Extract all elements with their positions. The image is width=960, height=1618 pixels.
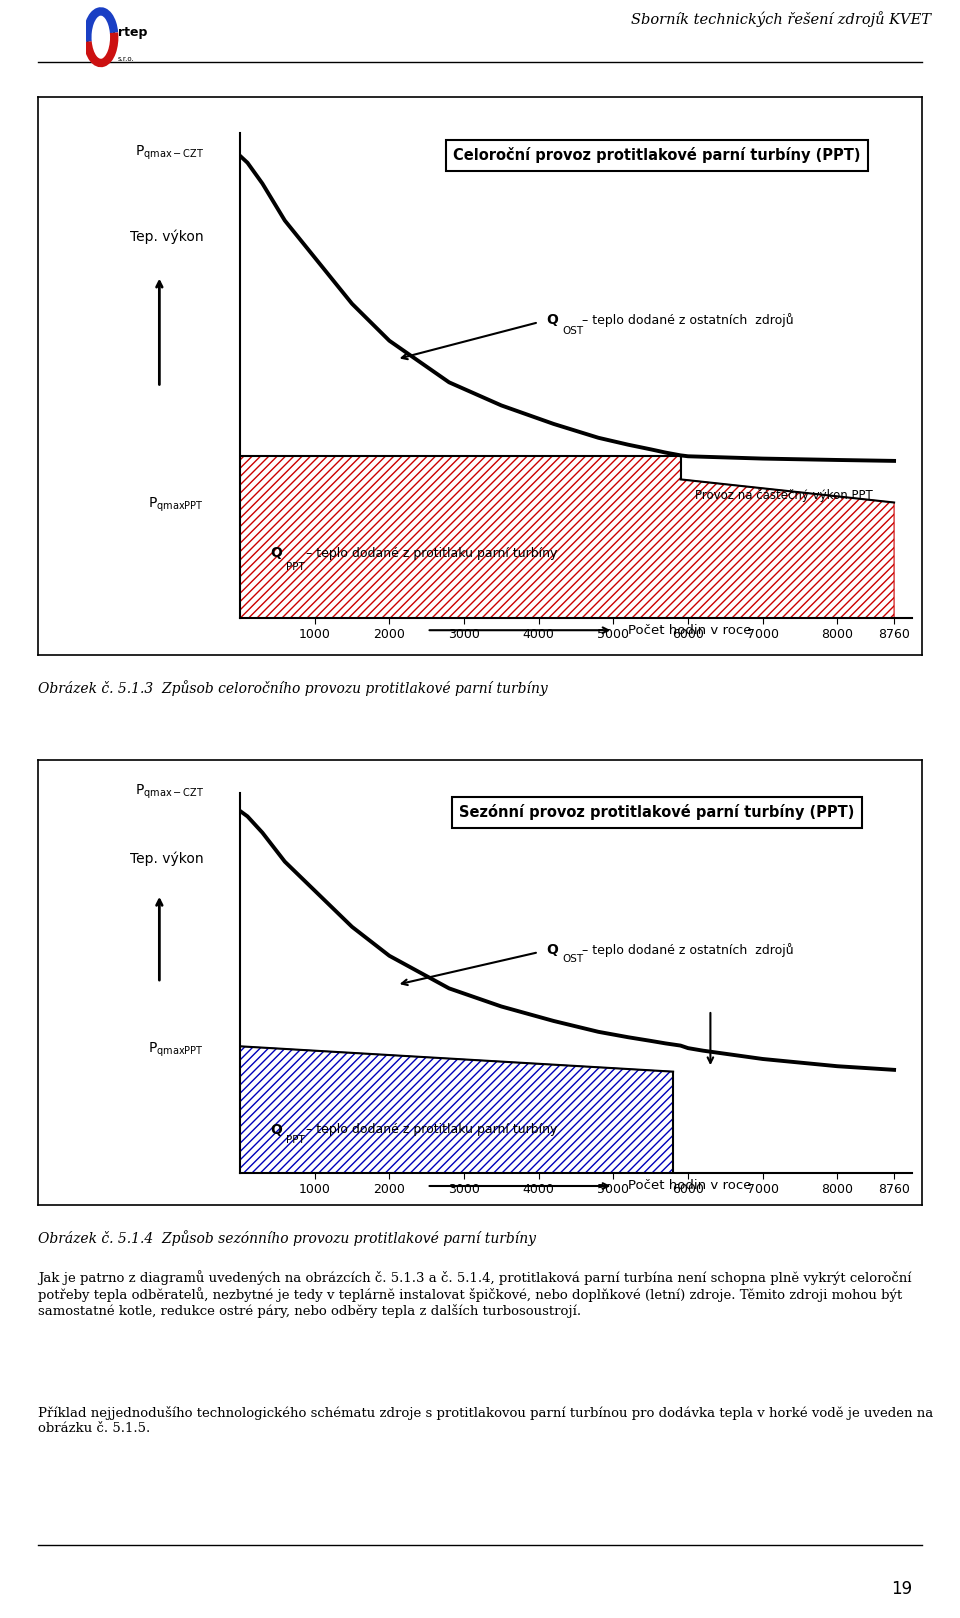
Text: OST: OST	[563, 327, 584, 337]
Text: Sezónní provoz protitlakové parní turbíny (PPT): Sezónní provoz protitlakové parní turbín…	[459, 804, 854, 820]
Text: rtep: rtep	[118, 26, 147, 39]
Text: Počet hodin v roce: Počet hodin v roce	[628, 1180, 752, 1192]
Text: PPT: PPT	[286, 1136, 305, 1146]
Text: P$_{\mathrm{qmaxPPT}}$: P$_{\mathrm{qmaxPPT}}$	[148, 495, 204, 515]
Text: Příklad nejjednodušího technologického schématu zdroje s protitlakovou parní tur: Příklad nejjednodušího technologického s…	[38, 1406, 934, 1435]
Text: P$_{\mathrm{qmax - CZT}}$: P$_{\mathrm{qmax - CZT}}$	[134, 144, 204, 162]
Text: Q: Q	[270, 547, 281, 560]
Text: Provoz na částečný výkon PPT: Provoz na částečný výkon PPT	[695, 489, 874, 502]
Text: Celoroční provoz protitlakové parní turbíny (PPT): Celoroční provoz protitlakové parní turb…	[453, 147, 860, 163]
Text: Q: Q	[546, 943, 558, 958]
Text: – teplo dodané z protitlaku parní turbíny: – teplo dodané z protitlaku parní turbín…	[302, 1123, 558, 1136]
Text: Tep. výkon: Tep. výkon	[131, 230, 204, 244]
Text: Sborník technických řešení zdrojů KVET: Sborník technických řešení zdrojů KVET	[632, 11, 931, 28]
Text: Q: Q	[270, 1123, 281, 1136]
Text: – teplo dodané z protitlaku parní turbíny: – teplo dodané z protitlaku parní turbín…	[302, 547, 558, 560]
Text: 19: 19	[891, 1579, 912, 1599]
Polygon shape	[240, 456, 894, 618]
Text: P$_{\mathrm{qmaxPPT}}$: P$_{\mathrm{qmaxPPT}}$	[148, 1040, 204, 1058]
Text: Obrázek č. 5.1.3  Způsob celoročního provozu protitlakové parní turbíny: Obrázek č. 5.1.3 Způsob celoročního prov…	[38, 681, 548, 696]
Polygon shape	[240, 1047, 673, 1173]
Text: OST: OST	[563, 955, 584, 964]
Text: s.r.o.: s.r.o.	[118, 55, 134, 61]
Text: Počet hodin v roce: Počet hodin v roce	[628, 623, 752, 637]
Text: P$_{\mathrm{qmax - CZT}}$: P$_{\mathrm{qmax - CZT}}$	[134, 783, 204, 801]
Text: – teplo dodané z ostatních  zdrojů: – teplo dodané z ostatních zdrojů	[578, 312, 794, 327]
Text: – teplo dodané z ostatních  zdrojů: – teplo dodané z ostatních zdrojů	[578, 943, 794, 958]
Text: Q: Q	[546, 312, 558, 327]
Text: Obrázek č. 5.1.4  Způsob sezónního provozu protitlakové parní turbíny: Obrázek č. 5.1.4 Způsob sezónního provoz…	[38, 1230, 537, 1246]
Text: PPT: PPT	[286, 561, 305, 573]
Text: Tep. výkon: Tep. výkon	[131, 851, 204, 866]
Text: Jak je patrno z diagramů uvedených na obrázcích č. 5.1.3 a č. 5.1.4, protitlakov: Jak je patrno z diagramů uvedených na ob…	[38, 1270, 912, 1319]
